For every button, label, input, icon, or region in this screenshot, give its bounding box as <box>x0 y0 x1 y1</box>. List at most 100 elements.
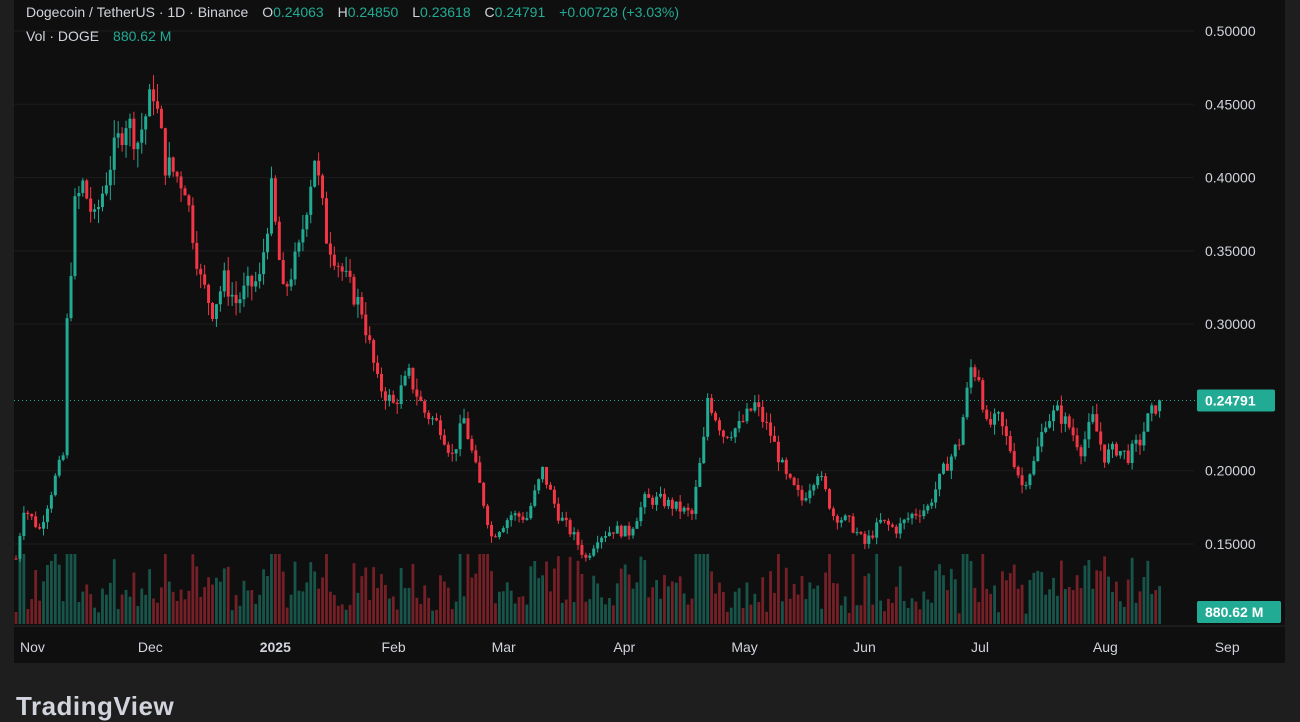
candle-body <box>765 421 769 423</box>
volume-bar <box>792 583 796 624</box>
volume-bar <box>1122 606 1126 624</box>
volume-bar <box>623 564 627 624</box>
candle-body <box>607 532 611 537</box>
candle-body <box>175 171 179 177</box>
volume-bar <box>285 607 289 624</box>
volume-bar <box>431 610 434 624</box>
candle-body <box>85 180 89 199</box>
candle-body <box>61 455 65 460</box>
volume-bar <box>1107 576 1110 624</box>
candle-body <box>214 304 218 319</box>
candle-body <box>1020 475 1024 486</box>
close-label: C <box>484 4 495 20</box>
volume-bar <box>592 575 596 624</box>
volume-bar <box>843 596 847 624</box>
symbol-title[interactable]: Dogecoin / TetherUS · 1D · Binance <box>26 4 249 20</box>
volume-bar <box>788 598 792 624</box>
volume-bar <box>384 584 387 624</box>
candle-body <box>305 214 309 230</box>
candle-body <box>1087 421 1091 440</box>
volume-bar <box>61 601 65 624</box>
volume-bar <box>73 554 77 624</box>
volume-bar <box>1036 570 1040 624</box>
candle-body <box>772 435 776 442</box>
volume-bar <box>549 591 552 624</box>
candle-body <box>57 459 61 476</box>
volume-bar <box>325 554 328 624</box>
volume-bar <box>1142 577 1146 624</box>
volume-bar <box>769 571 772 624</box>
candle-body <box>140 129 144 143</box>
volume-bar <box>529 566 533 624</box>
volume-bar <box>741 608 745 624</box>
chart-panel[interactable]: 0.50000 0.45000 0.40000 0.35000 0.30000 0.200… <box>14 0 1285 663</box>
candle-body <box>517 513 521 517</box>
time-tick-label: Dec <box>138 639 163 655</box>
high-value: 0.24850 <box>347 4 399 20</box>
volume-bar <box>497 591 501 624</box>
candle-body <box>258 274 262 282</box>
candle-body <box>945 463 949 471</box>
candle-body <box>273 178 277 222</box>
candle-body <box>1044 427 1048 432</box>
tradingview-logo[interactable]: TradingView <box>16 691 174 722</box>
volume-bar <box>761 577 765 624</box>
volume-bar <box>635 582 639 624</box>
candle-body <box>22 512 26 536</box>
candle-body <box>820 476 824 478</box>
volume-bar <box>576 560 580 624</box>
candle-body <box>934 489 938 503</box>
volume-bar <box>175 601 179 624</box>
candle-body <box>364 314 368 336</box>
candle-body <box>18 535 22 559</box>
candle-body <box>918 515 922 517</box>
candle-body <box>568 520 572 535</box>
candle-body <box>383 391 387 401</box>
volume-bar <box>737 588 741 624</box>
candle-body <box>226 270 230 297</box>
candle-body <box>1091 414 1095 422</box>
candle-body <box>376 362 380 374</box>
candle-body <box>195 242 199 269</box>
volume-bar <box>368 599 372 624</box>
candle-body <box>100 193 104 208</box>
volume-bar <box>332 594 336 624</box>
volume-bar <box>435 609 438 624</box>
candle-body <box>230 294 234 297</box>
volume-bar <box>478 554 482 624</box>
time-tick-label: Sep <box>1215 639 1240 655</box>
candle-body <box>926 505 930 511</box>
volume-bar <box>906 607 910 624</box>
volume-bar <box>914 601 918 624</box>
volume-bar <box>702 554 706 624</box>
candle-body <box>879 519 883 523</box>
volume-bar <box>883 611 886 624</box>
candle-body <box>816 476 820 486</box>
candle-body <box>1012 451 1016 467</box>
volume-bar <box>77 601 81 624</box>
volume-bar <box>934 570 938 624</box>
volume-label[interactable]: Vol · DOGE <box>26 28 100 44</box>
candle-body <box>1110 443 1114 450</box>
volume-bar <box>1087 560 1091 624</box>
volume-bar <box>466 554 470 624</box>
candle-body <box>120 133 124 146</box>
volume-bar <box>1020 584 1024 624</box>
candle-body <box>655 496 659 505</box>
candle-body <box>211 302 214 319</box>
volume-bar <box>604 604 607 624</box>
candlestick-chart[interactable]: 0.50000 0.45000 0.40000 0.35000 0.30000 0.200… <box>14 0 1285 663</box>
candle-body <box>855 532 859 534</box>
candle-body <box>808 490 812 499</box>
candle-body <box>435 418 439 421</box>
candle-body <box>824 476 828 490</box>
volume-bar <box>651 587 655 624</box>
volume-bar <box>1028 579 1032 624</box>
candle-body <box>191 205 195 243</box>
candle-body <box>981 380 985 410</box>
volume-value: 880.62 M <box>113 28 172 44</box>
volume-bar <box>81 591 85 624</box>
candle-body <box>1126 450 1130 464</box>
candle-body <box>470 439 474 451</box>
volume-bar <box>710 571 714 624</box>
